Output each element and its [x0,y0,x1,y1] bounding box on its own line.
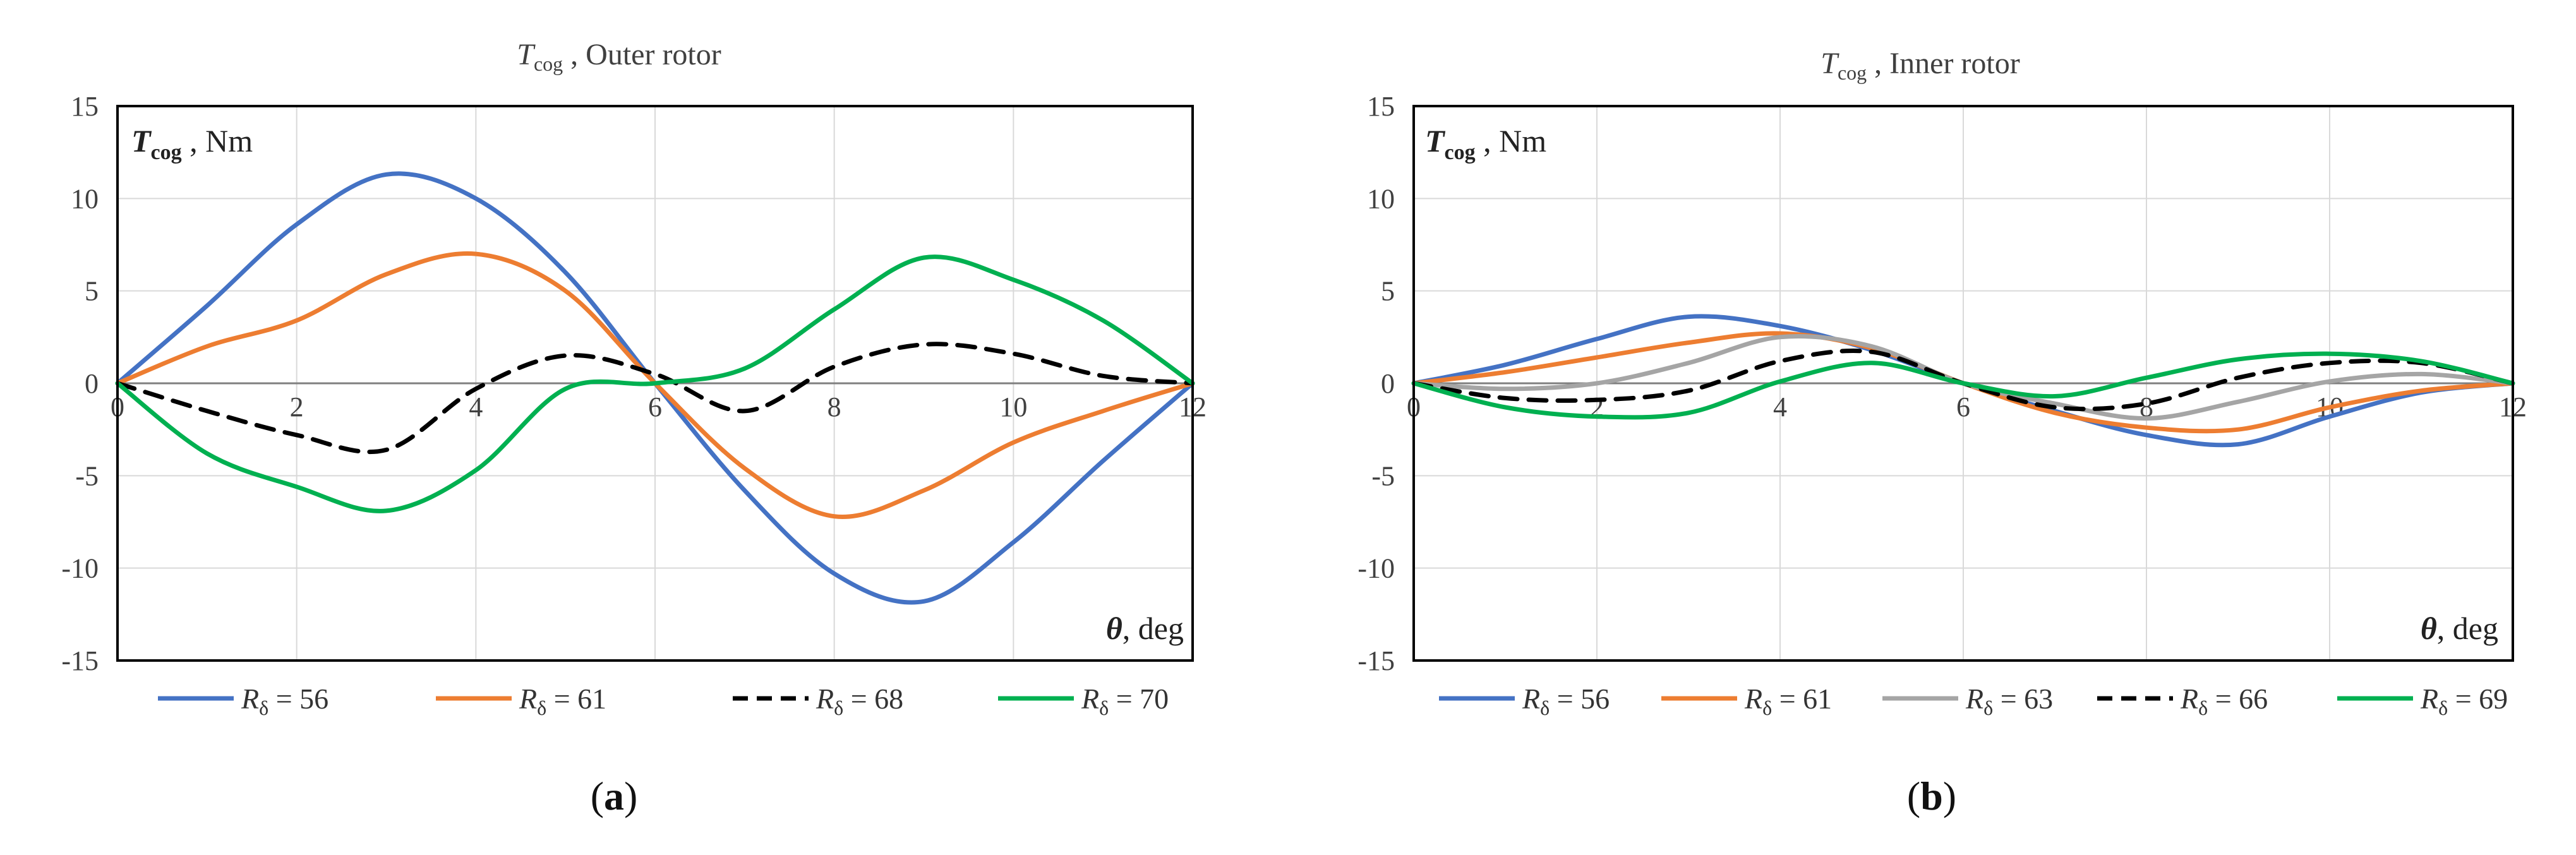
legend-label: Rδ = 69 [2420,683,2508,719]
legend-label: Rδ = 66 [2180,683,2268,719]
legend-label: Rδ = 56 [1522,683,1610,719]
y-tick-label: -5 [75,460,99,491]
y-tick-label: 15 [1367,91,1395,122]
legend-label: Rδ = 61 [1744,683,1832,719]
y-tick-label: 15 [71,91,99,122]
series-layer [115,171,1195,605]
legend-item: Rδ = 70 [998,683,1169,719]
x-tick-labels: 0 2 4 6 8 10 12 [111,392,1207,422]
legend-item: Rδ = 69 [2337,683,2508,719]
x-tick-label: 6 [1956,392,1970,422]
legend-item: Rδ = 68 [733,683,903,719]
y-tick-label: -5 [1371,460,1395,491]
y-tick-labels: 15 10 5 0 -5 -10 -15 [61,91,99,676]
series-layer [1411,314,2515,448]
legend-label: Rδ = 70 [1081,683,1169,719]
y-axis-label: Tcog , Nm [131,123,253,164]
y-tick-label: 5 [85,276,99,307]
y-tick-label: 0 [85,368,99,399]
legend-item: Rδ = 61 [1661,683,1832,719]
y-tick-label: 10 [71,183,99,214]
y-tick-label: -15 [1357,645,1395,676]
x-tick-label: 8 [828,392,841,422]
y-tick-label: -10 [1357,553,1395,584]
legend-item: Rδ = 63 [1882,683,2053,719]
y-tick-label: 0 [1381,368,1395,399]
x-tick-label: 8 [2140,392,2153,422]
x-tick-label: 6 [648,392,662,422]
y-tick-label: 5 [1381,276,1395,307]
legend-label: Rδ = 56 [241,683,328,719]
legend-label: Rδ = 61 [519,683,606,719]
chart-title: Tcog , Inner rotor [1821,47,2020,84]
legend: Rδ = 56 Rδ = 61 Rδ = 68 Rδ = 70 [158,683,1169,719]
plot-frame [116,105,1194,662]
chart-title: Tcog , Outer rotor [517,38,721,75]
y-tick-label: -10 [61,553,99,584]
legend-item: Rδ = 56 [158,683,328,719]
legend: Rδ = 56 Rδ = 61 Rδ = 63 Rδ = 66 Rδ = 69 [1439,683,2508,719]
x-tick-label: 10 [999,392,1027,422]
y-axis-label: Tcog , Nm [1425,123,1546,164]
x-axis-label: θ, deg [2421,611,2498,646]
legend-item: Rδ = 61 [436,683,606,719]
chart-outer-rotor: Tcog , Outer rotor 15 10 5 0 -5 -10 -15 0 2 4 6 8 1… [61,38,1207,818]
legend-item: Rδ = 66 [2097,683,2268,719]
subfigure-caption: (b) [1907,774,1956,818]
series-line [115,342,1195,455]
plot-frame [1412,105,2514,662]
y-tick-label: 10 [1367,183,1395,214]
series-line [1411,351,2515,420]
legend-label: Rδ = 68 [816,683,903,719]
x-tick-label: 4 [469,392,483,422]
legend-label: Rδ = 63 [1965,683,2053,719]
x-tick-label: 4 [1773,392,1787,422]
x-tick-label: 2 [290,392,304,422]
legend-item: Rδ = 56 [1439,683,1610,719]
y-tick-labels: 15 10 5 0 -5 -10 -15 [1357,91,1395,676]
series-line [115,254,1195,513]
y-tick-label: -15 [61,645,99,676]
x-axis-label: θ, deg [1106,611,1184,646]
subfigure-caption: (a) [591,774,638,818]
